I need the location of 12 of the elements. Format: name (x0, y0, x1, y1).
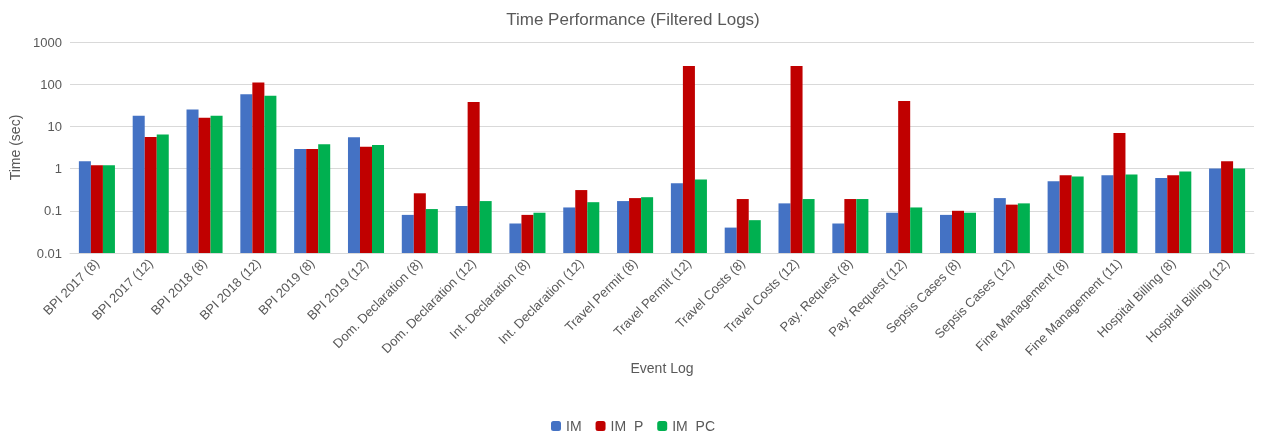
chart-title: Time Performance (Filtered Logs) (506, 10, 760, 29)
y-tick-label: 0.01 (36, 245, 62, 261)
y-axis-title: Time (sec) (7, 114, 23, 181)
legend-label: IM PC (672, 418, 715, 434)
y-tick-label: 100 (40, 76, 62, 92)
y-tick-label: 1000 (33, 34, 62, 50)
y-tick-label: 0.1 (43, 203, 62, 219)
y-tick-label: 1 (54, 161, 62, 177)
y-tick-label: 10 (47, 118, 62, 134)
legend-label: IM P (610, 418, 644, 434)
legend-label: IM (566, 418, 582, 434)
x-axis-title: Event Log (630, 360, 694, 376)
